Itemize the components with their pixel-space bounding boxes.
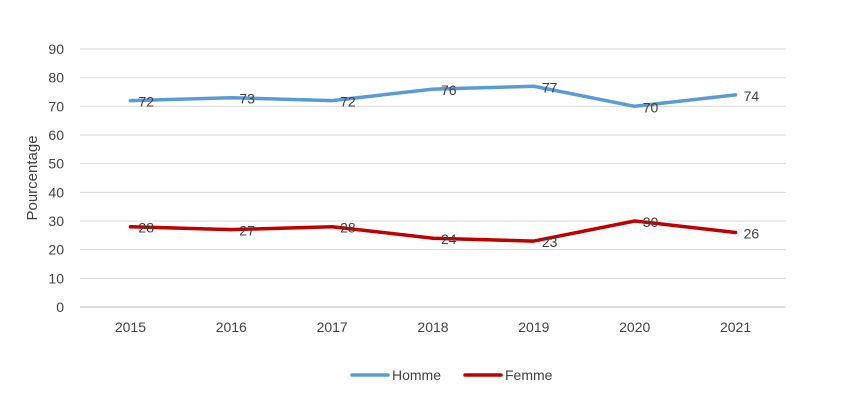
- legend: Homme Femme: [350, 367, 553, 383]
- y-tick-label: 10: [48, 270, 64, 286]
- x-tick-label: 2017: [317, 319, 348, 335]
- data-label: 26: [744, 225, 760, 241]
- data-label: 24: [441, 231, 457, 247]
- legend-label-homme: Homme: [392, 367, 441, 383]
- data-label: 72: [138, 94, 154, 110]
- y-tick-label: 30: [48, 213, 64, 229]
- data-label: 77: [542, 79, 558, 95]
- y-tick-label: 50: [48, 156, 64, 172]
- y-tick-label: 20: [48, 242, 64, 258]
- x-tick-label: 2019: [518, 319, 549, 335]
- y-axis-title: Pourcentage: [24, 135, 41, 220]
- data-label: 72: [340, 94, 356, 110]
- x-tick-label: 2016: [216, 319, 247, 335]
- x-axis-ticks: 2015 2016 2017 2018 2019 2020 2021: [115, 319, 752, 335]
- data-label: 27: [239, 223, 255, 239]
- x-tick-label: 2021: [720, 319, 751, 335]
- data-label: 74: [744, 88, 760, 104]
- y-tick-label: 70: [48, 98, 64, 114]
- y-tick-label: 60: [48, 127, 64, 143]
- series-lines: [128, 84, 738, 243]
- data-label: 28: [138, 220, 154, 236]
- gridlines: [80, 48, 786, 308]
- x-tick-label: 2018: [417, 319, 448, 335]
- y-tick-label: 80: [48, 70, 64, 86]
- data-label: 30: [643, 214, 659, 230]
- y-tick-label: 90: [48, 41, 64, 57]
- data-label: 70: [643, 99, 659, 115]
- data-label: 76: [441, 82, 457, 98]
- legend-label-femme: Femme: [505, 367, 553, 383]
- data-label: 23: [542, 234, 558, 250]
- x-tick-label: 2015: [115, 319, 146, 335]
- x-tick-label: 2020: [619, 319, 650, 335]
- y-axis-ticks: 0 10 20 30 40 50 60 70 80 90: [48, 41, 64, 315]
- data-labels: 72 73 72 76 77 70 74 28 27 28 24 23 30 26: [138, 79, 759, 250]
- data-label: 28: [340, 220, 356, 236]
- data-label: 73: [239, 91, 255, 107]
- y-tick-label: 40: [48, 184, 64, 200]
- y-tick-label: 0: [56, 299, 64, 315]
